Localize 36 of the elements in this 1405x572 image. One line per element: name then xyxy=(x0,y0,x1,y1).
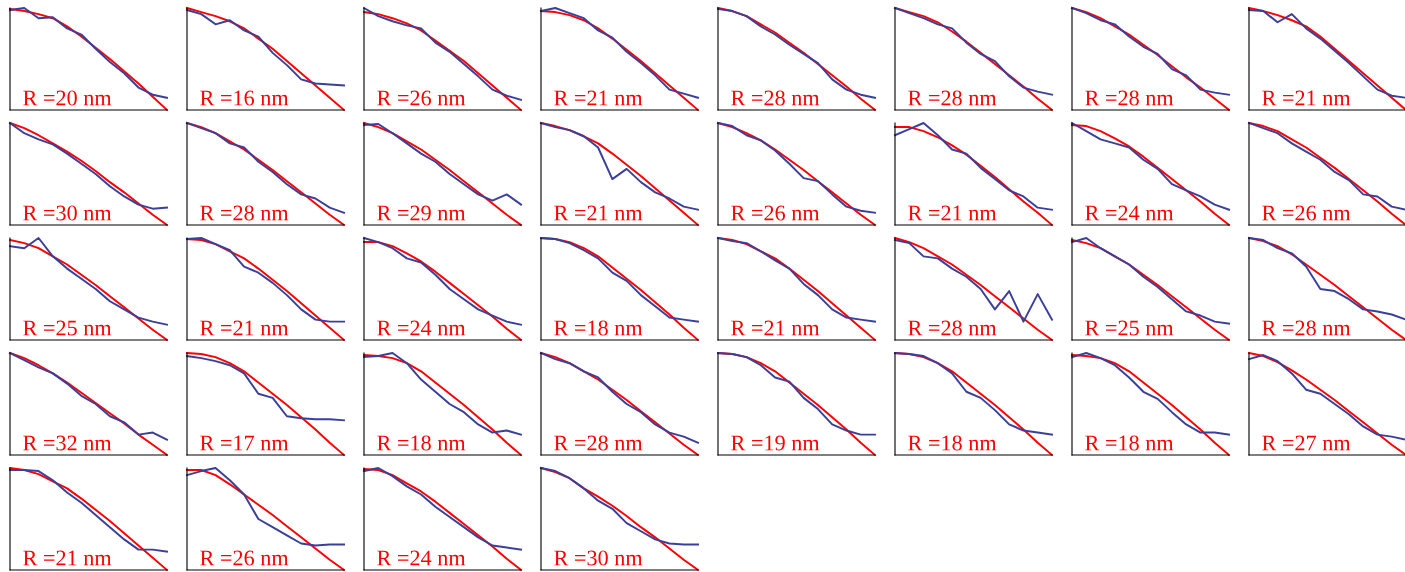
annotation: R =19 nm xyxy=(731,435,820,451)
annotation: R =24 nm xyxy=(1085,205,1174,221)
annotation: R =21 nm xyxy=(200,320,289,336)
annotation: R =26 nm xyxy=(200,550,289,566)
annotation: R =30 nm xyxy=(554,550,643,566)
annotation: R =21 nm xyxy=(23,550,112,566)
annotation: R =24 nm xyxy=(377,320,466,336)
annotation: R =28 nm xyxy=(731,90,820,106)
annotation: R =30 nm xyxy=(23,205,112,221)
annotation: R =17 nm xyxy=(200,435,289,451)
annotation: R =21 nm xyxy=(731,320,820,336)
annotation: R =24 nm xyxy=(377,550,466,566)
annotation: R =26 nm xyxy=(731,205,820,221)
annotation: R =18 nm xyxy=(908,435,997,451)
annotation: R =18 nm xyxy=(377,435,466,451)
annotation: R =28 nm xyxy=(554,435,643,451)
annotation: R =21 nm xyxy=(554,90,643,106)
annotation: R =28 nm xyxy=(200,205,289,221)
annotation: R =28 nm xyxy=(908,90,997,106)
annotation: R =20 nm xyxy=(23,90,112,106)
annotation: R =21 nm xyxy=(554,205,643,221)
annotation: R =26 nm xyxy=(1262,205,1351,221)
annotation: R =26 nm xyxy=(377,90,466,106)
annotation: R =21 nm xyxy=(908,205,997,221)
annotation: R =21 nm xyxy=(1262,90,1351,106)
annotation: R =32 nm xyxy=(23,435,112,451)
annotation: R =27 nm xyxy=(1262,435,1351,451)
annotation: R =25 nm xyxy=(23,320,112,336)
annotation: R =28 nm xyxy=(1262,320,1351,336)
annotation: R =18 nm xyxy=(554,320,643,336)
annotation: R =16 nm xyxy=(200,90,289,106)
annotation: R =25 nm xyxy=(1085,320,1174,336)
annotation: R =29 nm xyxy=(377,205,466,221)
annotation: R =28 nm xyxy=(1085,90,1174,106)
annotation: R =18 nm xyxy=(1085,435,1174,451)
annotation: R =28 nm xyxy=(908,320,997,336)
